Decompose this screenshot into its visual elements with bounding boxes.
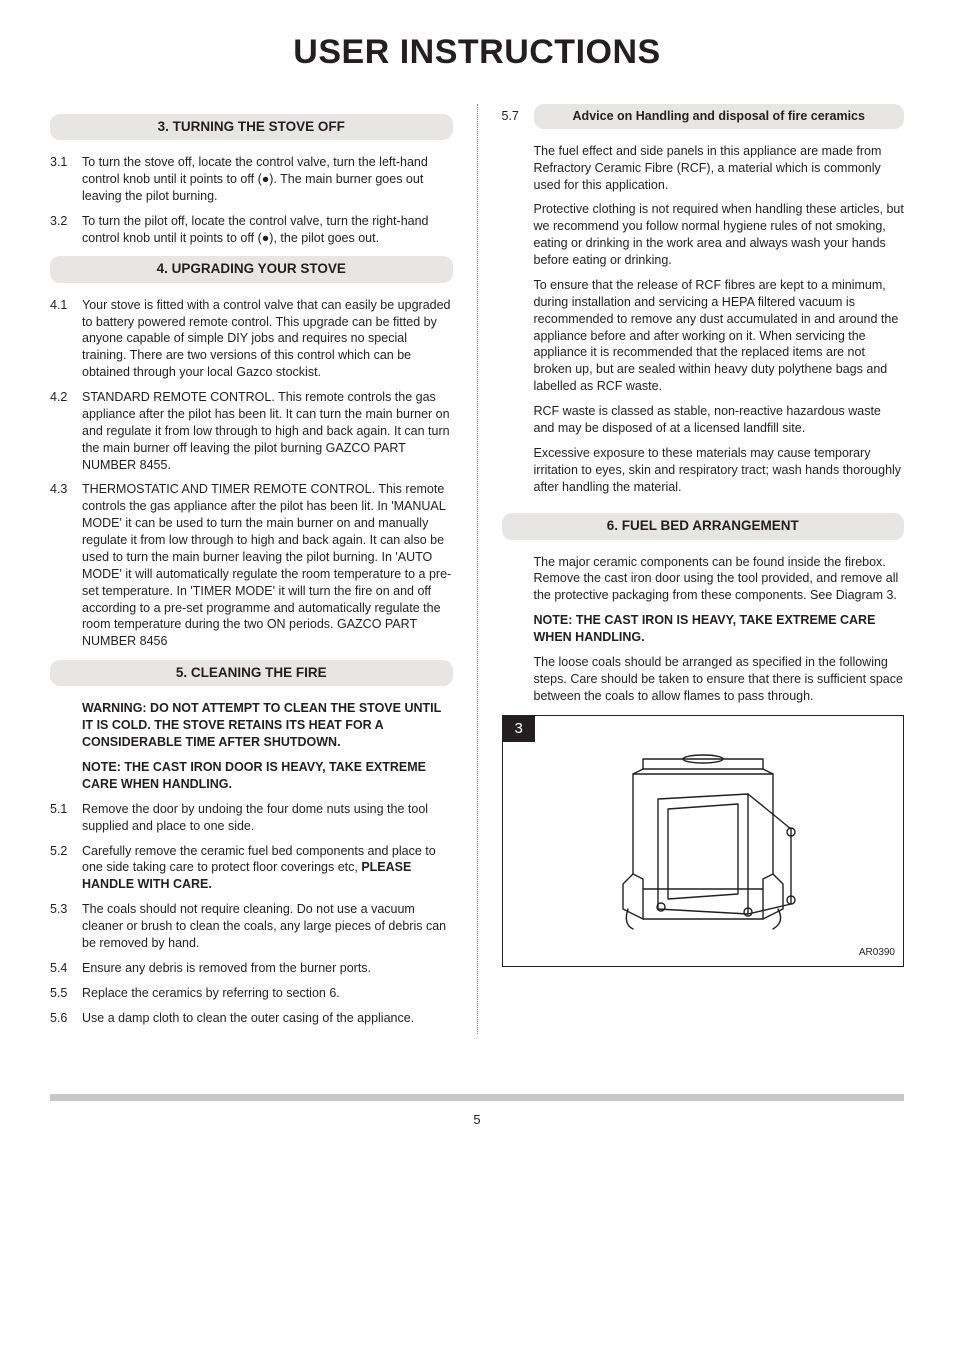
item-number: 5.7 <box>502 104 534 125</box>
item-text: The coals should not require cleaning. D… <box>82 901 453 952</box>
item-3-2: 3.2 To turn the pilot off, locate the co… <box>50 213 453 247</box>
item-text: Remove the door by undoing the four dome… <box>82 801 453 835</box>
item-5-7: 5.7 Advice on Handling and disposal of f… <box>502 104 905 504</box>
section-5-note: NOTE: THE CAST IRON DOOR IS HEAVY, TAKE … <box>82 759 453 793</box>
item-number: 4.2 <box>50 389 82 473</box>
item-5-2: 5.2 Carefully remove the ceramic fuel be… <box>50 843 453 894</box>
stove-line-drawing <box>573 744 833 934</box>
section-6-p1: The major ceramic components can be foun… <box>534 554 905 605</box>
section-6-header: 6. FUEL BED ARRANGEMENT <box>502 513 905 539</box>
content-columns: 3. TURNING THE STOVE OFF 3.1 To turn the… <box>50 104 904 1035</box>
item-5-4: 5.4 Ensure any debris is removed from th… <box>50 960 453 977</box>
item-number: 3.2 <box>50 213 82 247</box>
item-text: Use a damp cloth to clean the outer casi… <box>82 1010 453 1027</box>
item-number: 5.5 <box>50 985 82 1002</box>
section-6-p2: The loose coals should be arranged as sp… <box>534 654 905 705</box>
item-4-1: 4.1 Your stove is fitted with a control … <box>50 297 453 381</box>
item-text: To turn the pilot off, locate the contro… <box>82 213 453 247</box>
advice-p5: Excessive exposure to these materials ma… <box>534 445 905 496</box>
item-5-3: 5.3 The coals should not require cleanin… <box>50 901 453 952</box>
advice-p2: Protective clothing is not required when… <box>534 201 905 269</box>
item-3-1: 3.1 To turn the stove off, locate the co… <box>50 154 453 205</box>
item-number: 3.1 <box>50 154 82 205</box>
item-text: Your stove is fitted with a control valv… <box>82 297 453 381</box>
item-4-2: 4.2 STANDARD REMOTE CONTROL. This remote… <box>50 389 453 473</box>
item-text: STANDARD REMOTE CONTROL. This remote con… <box>82 389 453 473</box>
section-5-warning: WARNING: DO NOT ATTEMPT TO CLEAN THE STO… <box>82 700 453 751</box>
page-title: USER INSTRUCTIONS <box>50 30 904 76</box>
item-number: 5.2 <box>50 843 82 894</box>
item-text: Ensure any debris is removed from the bu… <box>82 960 453 977</box>
page-number: 5 <box>50 1111 904 1129</box>
footer-bar <box>50 1094 904 1101</box>
item-5-6: 5.6 Use a damp cloth to clean the outer … <box>50 1010 453 1027</box>
section-5-header: 5. CLEANING THE FIRE <box>50 660 453 686</box>
item-number: 5.6 <box>50 1010 82 1027</box>
column-divider <box>477 104 478 1035</box>
item-text: To turn the stove off, locate the contro… <box>82 154 453 205</box>
diagram-number: 3 <box>503 716 535 742</box>
diagram-3: 3 <box>502 715 905 967</box>
advice-header: Advice on Handling and disposal of fire … <box>534 104 905 129</box>
item-4-3: 4.3 THERMOSTATIC AND TIMER REMOTE CONTRO… <box>50 481 453 650</box>
item-5-5: 5.5 Replace the ceramics by referring to… <box>50 985 453 1002</box>
item-text: THERMOSTATIC AND TIMER REMOTE CONTROL. T… <box>82 481 453 650</box>
item-number: 5.1 <box>50 801 82 835</box>
advice-p3: To ensure that the release of RCF fibres… <box>534 277 905 395</box>
advice-p1: The fuel effect and side panels in this … <box>534 143 905 194</box>
right-column: 5.7 Advice on Handling and disposal of f… <box>502 104 905 1035</box>
item-5-1: 5.1 Remove the door by undoing the four … <box>50 801 453 835</box>
left-column: 3. TURNING THE STOVE OFF 3.1 To turn the… <box>50 104 453 1035</box>
section-6-note: NOTE: THE CAST IRON IS HEAVY, TAKE EXTRE… <box>534 612 905 646</box>
item-number: 5.3 <box>50 901 82 952</box>
item-number: 4.1 <box>50 297 82 381</box>
item-text: Carefully remove the ceramic fuel bed co… <box>82 843 453 894</box>
section-4-header: 4. UPGRADING YOUR STOVE <box>50 256 453 282</box>
item-body: Advice on Handling and disposal of fire … <box>534 104 905 504</box>
diagram-code: AR0390 <box>859 946 895 960</box>
item-number: 4.3 <box>50 481 82 650</box>
advice-p4: RCF waste is classed as stable, non-reac… <box>534 403 905 437</box>
section-3-header: 3. TURNING THE STOVE OFF <box>50 114 453 140</box>
item-text: Replace the ceramics by referring to sec… <box>82 985 453 1002</box>
item-number: 5.4 <box>50 960 82 977</box>
